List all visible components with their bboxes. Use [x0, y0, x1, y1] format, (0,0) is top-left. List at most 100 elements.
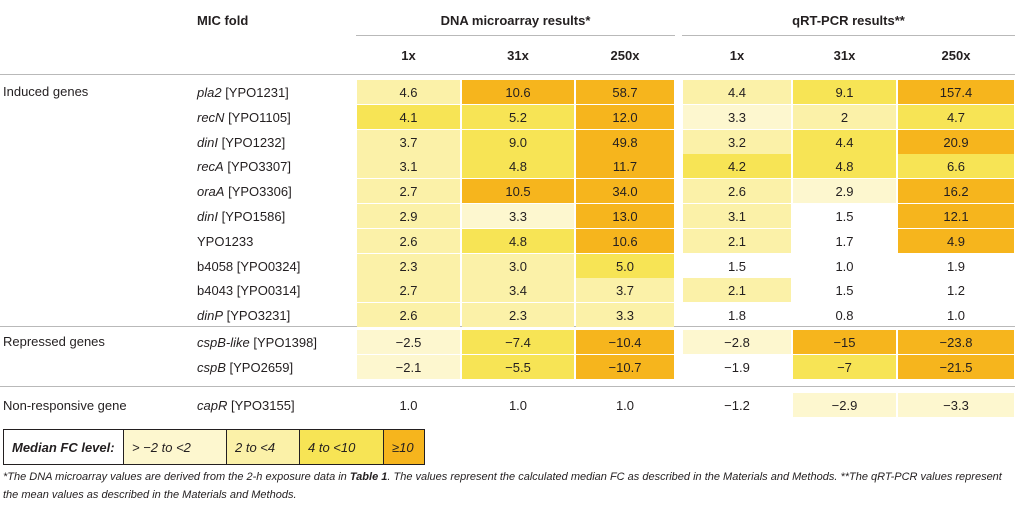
value-cell-dna-250x: 10.6	[576, 229, 674, 253]
section-label-repressed: Repressed genes	[3, 334, 105, 349]
gene-id: YPO1233	[197, 233, 254, 249]
gene-label: cspB-like [YPO1398]	[197, 330, 317, 354]
value-cell-dna-31x: 3.0	[462, 254, 574, 278]
col-header-qrt-31x: 31x	[833, 48, 856, 63]
value-cell-dna-1x: 2.7	[357, 179, 460, 203]
gene-label: recN [YPO1105]	[197, 105, 291, 129]
value-cell-dna-1x: 3.7	[357, 130, 460, 154]
value-cell-qrt-1x: 3.3	[683, 105, 791, 129]
legend-level-2: 4 to <10	[299, 430, 383, 464]
gene-id: [YPO1586]	[217, 208, 286, 224]
value-cell-dna-250x: 49.8	[576, 130, 674, 154]
gene-label: YPO1233	[197, 229, 253, 253]
value-cell-qrt-31x: 1.0	[835, 258, 854, 274]
legend-title: Median FC level:	[12, 439, 115, 455]
value-cell-dna-1x: 2.6	[357, 303, 460, 327]
value-cell-qrt-31x: −2.9	[793, 393, 896, 417]
gene-label: dinI [YPO1586]	[197, 204, 285, 228]
gene-label: cspB [YPO2659]	[197, 355, 293, 379]
value-cell-qrt-1x: 2.1	[683, 229, 791, 253]
gene-name-italic: recN	[197, 109, 225, 125]
value-cell-qrt-31x: 2.9	[793, 179, 896, 203]
value-cell-dna-250x: 3.3	[576, 303, 674, 327]
value-cell-dna-31x: −7.4	[462, 330, 574, 354]
value-cell-qrt-31x: −15	[793, 330, 896, 354]
gene-id: [YPO3307]	[223, 158, 291, 174]
mic-fold-header: MIC fold	[197, 13, 249, 28]
value-cell-qrt-1x: 2.6	[683, 179, 791, 203]
value-cell-qrt-1x: 1.8	[727, 307, 747, 323]
gene-name-italic: cspB	[197, 359, 226, 375]
value-cell-qrt-31x: 2	[793, 105, 896, 129]
value-cell-dna-1x: −2.1	[357, 355, 460, 379]
value-cell-qrt-250x: −23.8	[898, 330, 1014, 354]
section-label-induced: Induced genes	[3, 84, 89, 99]
gene-id: [YPO1398]	[249, 334, 317, 350]
value-cell-dna-31x: 4.8	[462, 154, 574, 178]
value-cell-qrt-31x: −7	[793, 355, 896, 379]
value-cell-qrt-250x: 4.7	[898, 105, 1014, 129]
value-cell-qrt-250x: 1.9	[946, 258, 966, 274]
value-cell-qrt-31x: 4.8	[793, 154, 896, 178]
col-header-dna-31x: 31x	[507, 48, 529, 63]
gene-label: dinP [YPO3231]	[197, 303, 290, 327]
value-cell-dna-1x: 3.1	[357, 154, 460, 178]
col-header-dna-1x: 1x	[401, 48, 416, 63]
gene-name-italic: pla2	[197, 84, 222, 100]
value-cell-dna-31x: −5.5	[462, 355, 574, 379]
value-cell-dna-1x: 2.9	[357, 204, 460, 228]
col-header-qrt-250x: 250x	[941, 48, 971, 63]
value-cell-qrt-1x: 4.2	[683, 154, 791, 178]
header-bottom-rule	[0, 74, 1015, 75]
value-cell-dna-250x: −10.7	[576, 355, 674, 379]
value-cell-qrt-31x: 1.5	[835, 282, 854, 298]
value-cell-dna-250x: 58.7	[576, 80, 674, 104]
col-header-dna-250x: 250x	[610, 48, 640, 63]
value-cell-qrt-250x: 16.2	[898, 179, 1014, 203]
gene-id: [YPO3155]	[227, 397, 295, 413]
gene-label: b4043 [YPO0314]	[197, 278, 300, 302]
gene-label: dinI [YPO1232]	[197, 130, 285, 154]
value-cell-qrt-1x: −2.8	[683, 330, 791, 354]
section-rule-non-responsive	[0, 386, 1015, 387]
gene-id: b4058 [YPO0324]	[197, 258, 301, 274]
value-cell-dna-1x: 1.0	[399, 397, 418, 413]
footnote-part-2: . The values represent the calculated me…	[3, 471, 1002, 501]
col-header-qrt-1x: 1x	[729, 48, 745, 63]
legend-level-3: ≥10	[383, 430, 424, 464]
value-cell-dna-1x: 2.6	[357, 229, 460, 253]
value-cell-qrt-31x: 0.8	[835, 307, 854, 323]
value-cell-dna-250x: 1.0	[615, 397, 635, 413]
value-cell-dna-1x: 2.7	[357, 278, 460, 302]
gene-name-italic: dinI	[197, 134, 218, 150]
value-cell-dna-31x: 10.5	[462, 179, 574, 203]
gene-id: [YPO1231]	[221, 84, 289, 100]
value-cell-qrt-250x: 6.6	[898, 154, 1014, 178]
value-cell-qrt-250x: 1.2	[946, 282, 966, 298]
value-cell-qrt-31x: 1.5	[835, 208, 854, 224]
gene-name-italic: dinP	[197, 307, 224, 323]
value-cell-qrt-1x: 4.4	[683, 80, 791, 104]
gene-id: [YPO1105]	[224, 109, 291, 125]
gene-id: [YPO1232]	[217, 134, 286, 150]
section-label-non-responsive: Non-responsive gene	[3, 398, 127, 413]
value-cell-qrt-250x: 4.9	[898, 229, 1014, 253]
footnote-table-ref: Table 1	[349, 471, 388, 483]
value-cell-dna-1x: −2.5	[357, 330, 460, 354]
gene-label: b4058 [YPO0324]	[197, 254, 300, 278]
value-cell-qrt-1x: 3.2	[683, 130, 791, 154]
value-cell-qrt-250x: 12.1	[898, 204, 1014, 228]
value-cell-dna-250x: 3.7	[576, 278, 674, 302]
value-cell-dna-31x: 3.3	[462, 204, 574, 228]
value-cell-dna-250x: 13.0	[576, 204, 674, 228]
value-cell-dna-1x: 4.1	[357, 105, 460, 129]
gene-id: [YPO3306]	[224, 183, 292, 199]
value-cell-dna-31x: 2.3	[462, 303, 574, 327]
legend-level-0: > −2 to <2	[123, 430, 226, 464]
table-footnote: *The DNA microarray values are derived f…	[3, 468, 1013, 504]
value-cell-qrt-250x: 157.4	[898, 80, 1014, 104]
gene-name-italic: capR	[197, 397, 228, 413]
gene-name-italic: oraA	[197, 183, 225, 199]
gene-name-italic: recA	[197, 158, 224, 174]
footnote-part-1: *The DNA microarray values are derived f…	[3, 471, 350, 483]
